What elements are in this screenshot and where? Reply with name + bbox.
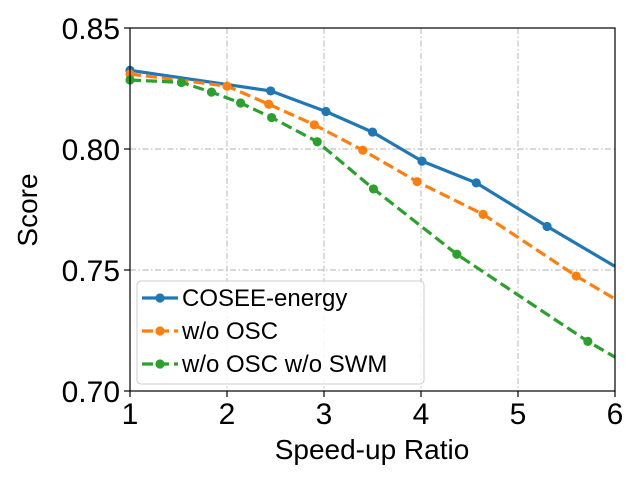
data-point [452,249,462,259]
x-tick-label: 5 [510,398,527,431]
legend-marker-0 [155,293,165,303]
data-point [264,99,274,109]
series-line [129,78,616,359]
series-2 [125,75,616,359]
data-point [321,106,331,117]
data-point [358,145,368,155]
y-tick-label: 0.70 [62,376,120,409]
x-tick-label: 4 [413,398,430,431]
data-point [583,336,593,346]
data-point [222,81,232,91]
data-point [417,156,427,166]
data-point [235,98,246,108]
legend-label-1: w/o OSC [181,318,278,345]
legend-box [136,280,425,385]
y-tick-label: 0.80 [62,134,120,167]
data-point [266,86,276,96]
data-point [478,209,488,219]
data-point [471,178,481,188]
data-point [312,137,322,147]
series-layer [125,65,616,359]
x-axis-label: Speed-up Ratio [275,434,470,465]
x-tick-label: 3 [316,398,333,431]
x-tick-label: 6 [607,398,624,431]
x-tick-label: 2 [219,398,236,431]
series-line [129,68,616,268]
legend-label-2: w/o OSC w/o SWM [181,351,387,378]
data-point [267,112,277,123]
series-0 [125,65,616,268]
legend-marker-1 [155,326,165,336]
y-tick-label: 0.75 [62,255,120,288]
data-point [367,127,378,137]
y-tick-label: 0.85 [62,13,120,46]
x-tick-label: 1 [122,398,139,431]
data-point [542,221,552,232]
data-point [368,184,379,194]
data-point [412,177,422,187]
data-point [206,87,217,97]
axis-ticks: 1 2 3 4 5 6 0.70 0.75 0.80 0.85 [62,13,624,431]
data-point [571,271,581,281]
data-point [309,120,319,130]
legend-label-0: COSEE-energy [182,285,347,312]
plot-frame [129,27,616,392]
series-1 [125,69,616,301]
legend-marker-2 [155,359,165,369]
legend: COSEE-energy w/o OSC w/o OSC w/o SWM [136,280,425,385]
data-point [176,77,187,88]
y-axis-label: Score [12,173,43,246]
